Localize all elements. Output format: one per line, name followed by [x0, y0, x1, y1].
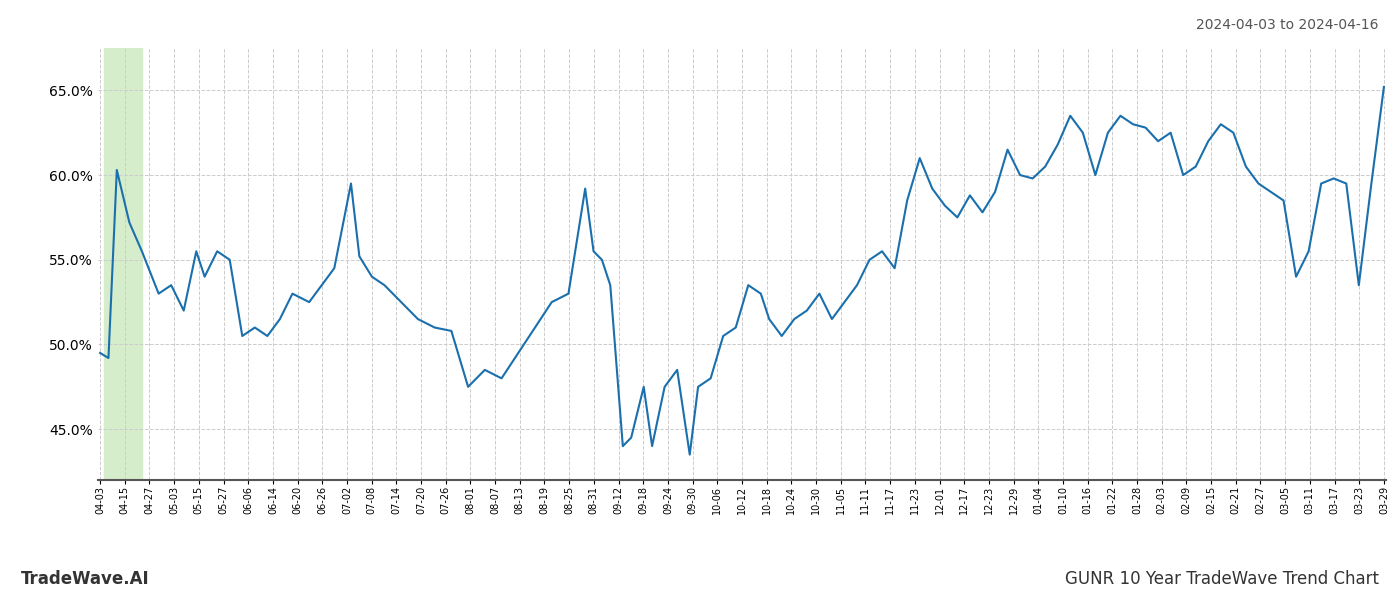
Text: GUNR 10 Year TradeWave Trend Chart: GUNR 10 Year TradeWave Trend Chart	[1065, 570, 1379, 588]
Bar	[104, 48, 141, 480]
Text: 2024-04-03 to 2024-04-16: 2024-04-03 to 2024-04-16	[1197, 18, 1379, 32]
Text: TradeWave.AI: TradeWave.AI	[21, 570, 150, 588]
